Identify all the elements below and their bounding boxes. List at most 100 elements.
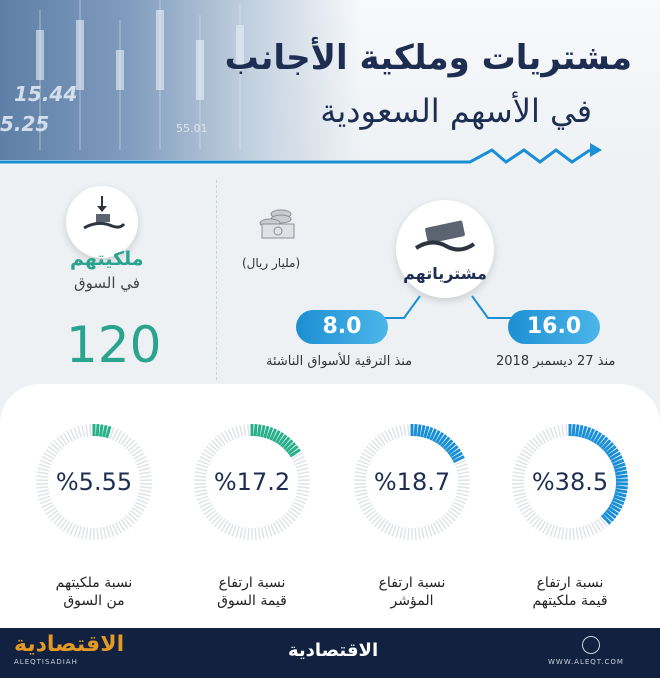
ownership-title: ملكيتهم <box>70 248 144 270</box>
ownership-value: 120 <box>66 316 162 374</box>
gauge-empty-tick <box>36 489 49 493</box>
gauge-empty-tick <box>514 463 527 469</box>
gauge-empty-tick <box>129 509 141 519</box>
gauge-empty-tick <box>355 492 368 497</box>
gauge-caption: نسبة ارتفاع قيمة ملكيتهم <box>510 574 630 610</box>
website-url[interactable]: WWW.ALEQT.COM <box>548 658 624 666</box>
gauge-empty-tick <box>62 520 71 532</box>
gauge-empty-tick <box>354 471 367 475</box>
gauge-empty-tick <box>56 437 66 448</box>
gauge-empty-tick <box>588 523 595 536</box>
gauge-empty-tick <box>239 526 244 539</box>
gauge-empty-tick <box>296 467 309 472</box>
gauge-filled-tick <box>598 436 609 448</box>
gauge-empty-tick <box>36 475 49 478</box>
gauge-empty-tick <box>512 471 525 475</box>
gauge-empty-tick <box>293 455 305 463</box>
gauge-empty-tick <box>368 442 379 452</box>
gauge-empty-tick <box>557 425 562 438</box>
gauge-empty-tick <box>270 523 277 536</box>
gauge-empty-tick <box>526 512 537 522</box>
gauge-filled-tick <box>615 485 628 490</box>
gauge-filled-tick <box>102 424 108 438</box>
gauge-empty-tick <box>371 514 381 525</box>
gauge-empty-tick <box>454 459 467 466</box>
gauge-empty-tick <box>194 475 207 478</box>
gauge-empty-tick <box>513 467 526 472</box>
gauge-filled-tick <box>610 500 623 509</box>
gauge-empty-tick <box>427 524 433 537</box>
gauge-filled-tick <box>615 470 628 476</box>
gauge-empty-tick <box>214 516 224 527</box>
gauge-empty-tick <box>294 498 307 505</box>
gauge-empty-tick <box>114 430 122 442</box>
gauge-empty-tick <box>125 514 135 525</box>
gauge-empty-tick <box>137 495 150 501</box>
gauge-empty-tick <box>96 527 99 540</box>
gauge-empty-tick <box>117 520 126 532</box>
gauge-empty-tick <box>129 445 141 455</box>
gauge-empty-tick <box>231 524 237 537</box>
since-date-value: 16.0 <box>508 310 600 344</box>
gauge-empty-tick <box>297 486 310 489</box>
gauge-filled-tick <box>600 514 612 525</box>
gauge-filled-tick <box>614 491 627 498</box>
gauge-caption-line1: نسبة ارتفاع <box>378 575 446 591</box>
gauge-empty-tick <box>384 430 392 442</box>
gauge-empty-tick <box>538 432 547 444</box>
gauge-empty-tick <box>374 437 384 448</box>
gauge-empty-tick <box>199 501 211 509</box>
gauge-empty-tick <box>529 439 539 450</box>
gauge-empty-tick <box>521 507 533 516</box>
gauge-filled-tick <box>603 511 615 522</box>
gauge-empty-tick <box>451 504 463 512</box>
gauge-filled-tick <box>435 432 445 444</box>
gauge-empty-tick <box>36 486 49 489</box>
gauge-empty-tick <box>112 523 119 536</box>
gauge-empty-tick <box>260 526 265 539</box>
gauge-empty-tick <box>197 498 210 505</box>
gauge-empty-tick <box>359 455 371 463</box>
gauge-empty-tick <box>138 467 151 472</box>
gauge-empty-tick <box>81 526 86 539</box>
gauge-empty-tick <box>377 434 386 446</box>
gauge-empty-tick <box>73 427 79 440</box>
gauge-empty-tick <box>512 489 525 493</box>
gauge-empty-tick <box>384 522 392 534</box>
gauge-empty-tick <box>395 526 401 538</box>
gauge-empty-tick <box>122 516 132 527</box>
unit-label: (مليار ريال) <box>242 256 301 270</box>
gauge-empty-tick <box>224 430 232 442</box>
gauge-filled-tick <box>613 494 626 502</box>
gauge-empty-tick <box>377 518 386 530</box>
gauge-caption: نسبة ملكيتهم من السوق <box>34 574 154 610</box>
gauge-filled-tick <box>263 425 270 439</box>
footer: الاقتصادية ALEQTISADIAH الاقتصادية WWW.A… <box>0 628 660 678</box>
gauge-empty-tick <box>205 445 217 455</box>
gauge-empty-tick <box>39 498 52 505</box>
gauge-empty-tick <box>139 471 152 475</box>
gauge-filled-tick <box>614 466 627 473</box>
gauge-empty-tick <box>455 463 468 469</box>
gauge-filled-tick <box>437 434 448 446</box>
gauge-value: %38.5 <box>531 468 609 496</box>
brand-logo-center[interactable]: الاقتصادية <box>288 640 379 661</box>
gauge-empty-tick <box>69 428 76 441</box>
gauge-empty-tick <box>365 509 377 519</box>
gauge-ring <box>512 424 629 540</box>
gauge-filled-tick <box>432 430 441 443</box>
gauge-filled-tick <box>266 426 274 440</box>
gauge-empty-tick <box>53 514 63 525</box>
gauge-empty-tick <box>43 452 55 460</box>
gauge-empty-tick <box>403 527 407 540</box>
gauge-empty-tick <box>435 520 444 532</box>
gauge-value-of-holdings: %38.5 <box>510 422 630 542</box>
gauge-empty-tick <box>38 495 51 501</box>
gauge-empty-tick <box>81 425 86 438</box>
gauge-empty-tick <box>69 523 76 536</box>
gauge-empty-tick <box>43 504 55 512</box>
gauge-empty-tick <box>254 527 257 540</box>
gauge-empty-tick <box>272 522 280 534</box>
brand-logo-left[interactable]: الاقتصادية <box>14 632 125 657</box>
gauge-empty-tick <box>289 507 301 516</box>
